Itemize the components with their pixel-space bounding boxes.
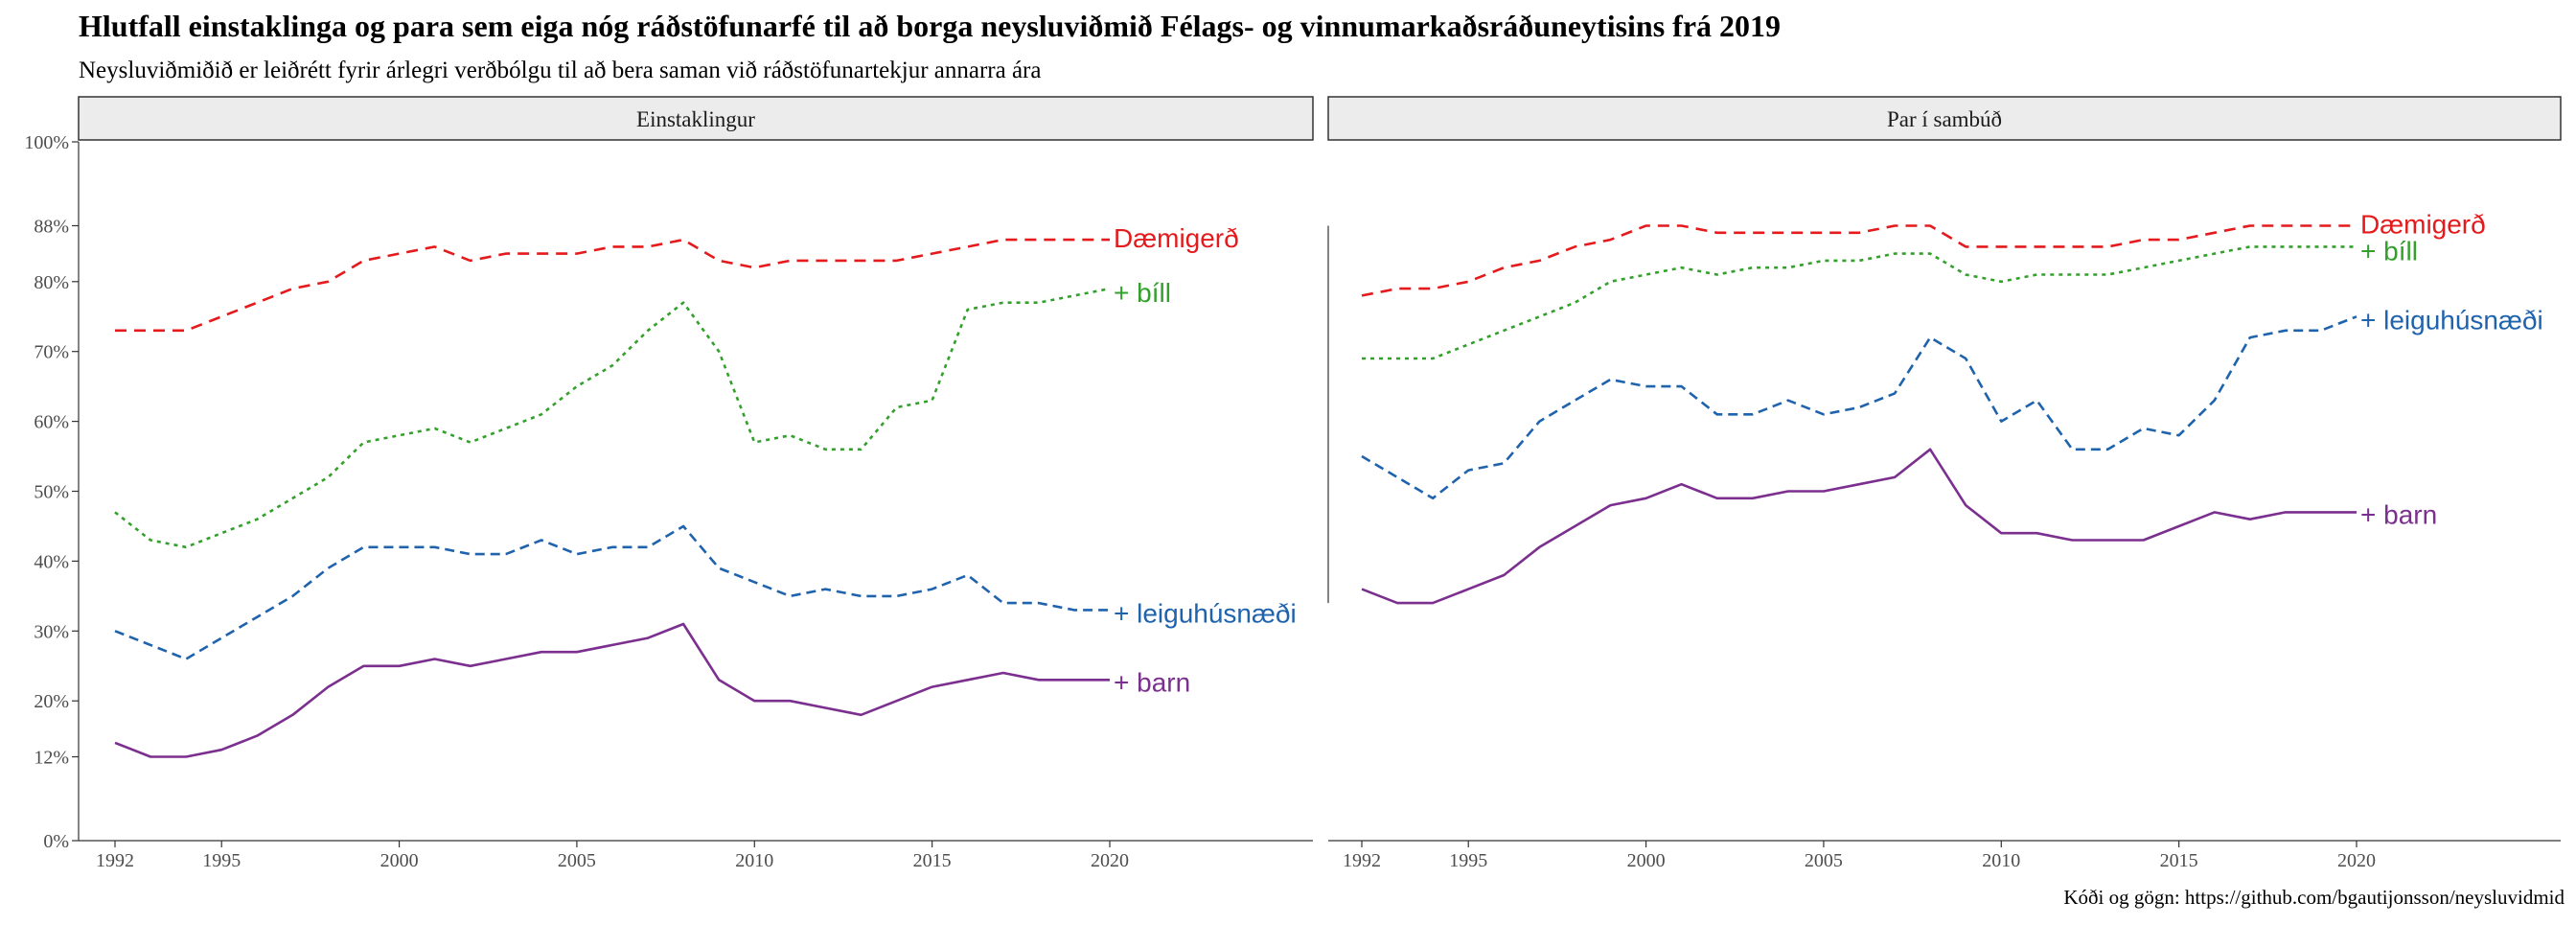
x-tick-label: 2005 (1805, 850, 1843, 871)
series-end-label: + bíll (1114, 278, 1171, 308)
x-tick-label: 2015 (913, 850, 952, 871)
series-end-label: + barn (1114, 667, 1190, 697)
chart-subtitle: Neysluviðmiðið er leiðrétt fyrir árlegri… (79, 58, 1041, 83)
series-line (115, 238, 1110, 333)
series-end-label: Dæmigerð (1114, 223, 1239, 253)
panel-2: Par í sambúð 1992 1995 2000 2005 2010 2015 2020… (1327, 96, 2562, 871)
series-line (1361, 315, 2358, 500)
panel-strip-label: Par í sambúð (1887, 107, 2002, 131)
series-end-label: + barn (2360, 499, 2437, 529)
x-tick-label: 1992 (96, 850, 134, 871)
y-tick-label: 0% (43, 831, 69, 852)
series-line (1361, 224, 2357, 297)
x-tick-label: 1995 (1449, 850, 1487, 871)
y-tick-label: 12% (34, 748, 69, 769)
series-line (1361, 448, 2357, 605)
series-end-label: Dæmigerð (2360, 209, 2486, 239)
panel-1: Einstaklingur 1992 1995 2000 2005 2010 2015 202… (24, 96, 1314, 871)
panel-strip-label: Einstaklingur (636, 107, 755, 131)
y-tick-label: 50% (34, 482, 69, 503)
panel-strip (78, 96, 1314, 141)
series-line (114, 622, 1110, 758)
x-tick-label: 2010 (735, 850, 773, 871)
series-end-label: + leiguhúsnæði (1114, 598, 1297, 628)
x-tick-label: 2020 (1091, 850, 1129, 871)
y-tick-label: 30% (34, 621, 69, 642)
y-tick-label: 70% (34, 342, 69, 363)
y-tick-label: 20% (34, 691, 69, 712)
x-tick-label: 2005 (558, 850, 596, 871)
x-tick-label: 2000 (380, 850, 419, 871)
y-tick-label: 60% (34, 412, 69, 433)
series-line (114, 287, 1111, 549)
x-tick-label: 1992 (1343, 850, 1381, 871)
x-tick-label: 2015 (2160, 850, 2198, 871)
y-tick-label: 40% (34, 551, 69, 572)
y-tick-label: 88% (34, 216, 69, 237)
series-end-label: + bíll (2360, 236, 2418, 266)
chart-title: Hlutfall einstaklinga og para sem eiga n… (79, 9, 1781, 43)
series-end-label: + leiguhúsnæði (2360, 305, 2543, 335)
series-line (1362, 245, 2357, 360)
panels-layer: Einstaklingur 1992 1995 2000 2005 2010 2015 202… (24, 96, 2562, 871)
x-tick-label: 1995 (202, 850, 241, 871)
series-line (114, 524, 1110, 660)
panel-strip (1327, 96, 2562, 141)
y-tick-label: 100% (24, 132, 69, 153)
x-tick-label: 2000 (1627, 850, 1666, 871)
y-tick-label: 80% (34, 272, 69, 293)
x-tick-label: 2020 (2337, 850, 2376, 871)
chart-caption: Kóði og gögn: https://github.com/bgautij… (2063, 886, 2564, 909)
x-tick-label: 2010 (1982, 850, 2020, 871)
